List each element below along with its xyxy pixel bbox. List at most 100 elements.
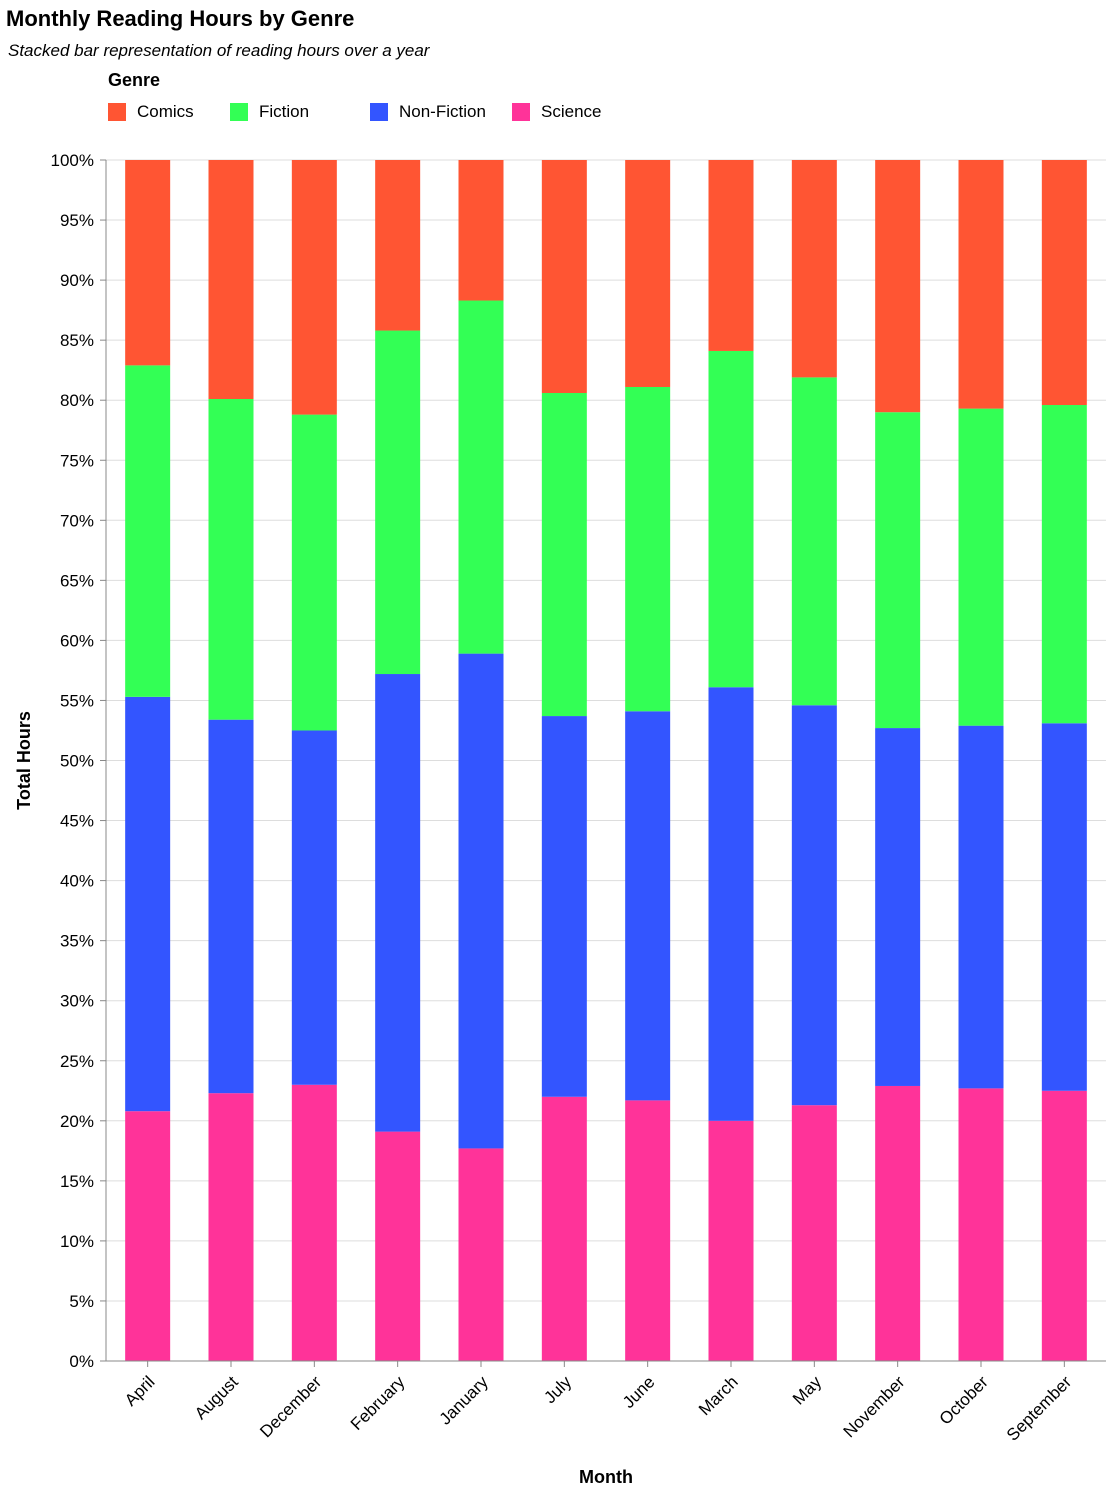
bar-fiction-march (708, 350, 754, 688)
legend-title: Genre (108, 70, 161, 90)
y-tick-label: 25% (60, 1052, 94, 1071)
bar-science-november (875, 1085, 921, 1361)
x-tick-label: March (695, 1372, 742, 1419)
legend: Comics Fiction Non-Fiction Science (108, 102, 601, 122)
legend-item-non-fiction: Non-Fiction (370, 102, 512, 122)
bar-non-fiction-february (375, 674, 421, 1132)
bar-fiction-june (625, 386, 671, 712)
bar-fiction-november (875, 412, 921, 729)
y-tick-label: 50% (60, 752, 94, 771)
legend-label: Fiction (259, 102, 310, 121)
x-tick-label: February (347, 1372, 409, 1434)
bar-comics-november (875, 160, 921, 413)
x-tick-label: June (619, 1372, 659, 1412)
bar-fiction-january (458, 300, 504, 654)
y-tick-label: 75% (60, 451, 94, 470)
x-tick-label: August (191, 1372, 242, 1423)
bar-comics-january (458, 160, 504, 301)
bar-fiction-december (291, 414, 337, 731)
bar-comics-february (375, 160, 421, 331)
y-tick-label: 15% (60, 1172, 94, 1191)
bar-science-december (291, 1084, 337, 1361)
bar-non-fiction-august (208, 719, 254, 1094)
bar-comics-december (291, 160, 337, 415)
bar-science-january (458, 1148, 504, 1361)
bar-fiction-october (958, 408, 1004, 726)
legend-label: Comics (137, 102, 194, 121)
bar-science-august (208, 1093, 254, 1361)
bar-comics-september (1041, 160, 1087, 406)
legend-swatch (230, 103, 248, 121)
y-tick-label: 65% (60, 571, 94, 590)
bar-fiction-september (1041, 405, 1087, 724)
bar-non-fiction-december (291, 730, 337, 1085)
y-axis-title: Total Hours (14, 711, 34, 810)
chart-subtitle: Stacked bar representation of reading ho… (8, 41, 430, 60)
y-tick-label: 35% (60, 932, 94, 951)
bar-science-march (708, 1120, 754, 1361)
x-tick-label: May (789, 1372, 825, 1408)
y-tick-label: 40% (60, 872, 94, 891)
y-tick-label: 95% (60, 211, 94, 230)
x-tick-label: October (936, 1372, 992, 1428)
legend-item-fiction: Fiction (230, 102, 370, 122)
bar-fiction-july (541, 392, 587, 717)
x-tick-label: April (121, 1372, 158, 1409)
y-tick-label: 80% (60, 391, 94, 410)
legend-item-comics: Comics (108, 102, 230, 122)
y-tick-label: 55% (60, 691, 94, 710)
chart-title: Monthly Reading Hours by Genre (6, 6, 355, 31)
y-tick-label: 85% (60, 331, 94, 350)
bar-comics-march (708, 160, 754, 351)
bar-science-september (1041, 1090, 1087, 1361)
bar-fiction-february (375, 330, 421, 675)
x-tick-label: December (256, 1372, 325, 1441)
bar-non-fiction-january (458, 653, 504, 1149)
x-tick-label: January (436, 1372, 493, 1429)
bar-non-fiction-march (708, 687, 754, 1121)
bar-science-may (791, 1105, 837, 1361)
bar-comics-august (208, 160, 254, 399)
legend-item-science: Science (512, 102, 601, 122)
bar-comics-june (625, 160, 671, 387)
x-axis-title: Month (579, 1467, 633, 1487)
bar-non-fiction-june (625, 711, 671, 1101)
bar-fiction-may (791, 377, 837, 706)
y-tick-label: 5% (69, 1292, 94, 1311)
y-tick-label: 20% (60, 1112, 94, 1131)
bar-non-fiction-may (791, 705, 837, 1106)
bar-comics-may (791, 160, 837, 378)
legend-swatch (108, 103, 126, 121)
x-tick-label: September (1003, 1372, 1075, 1444)
legend-label: Non-Fiction (399, 102, 486, 121)
legend-label: Science (541, 102, 602, 121)
y-tick-label: 60% (60, 631, 94, 650)
y-tick-label: 70% (60, 511, 94, 530)
y-tick-label: 100% (51, 151, 94, 170)
bar-science-june (625, 1100, 671, 1361)
y-tick-label: 90% (60, 271, 94, 290)
bar-science-april (125, 1111, 171, 1361)
bar-non-fiction-april (125, 696, 171, 1112)
bar-fiction-april (125, 365, 171, 697)
y-tick-label: 0% (69, 1352, 94, 1371)
x-tick-label: July (540, 1372, 575, 1407)
y-tick-label: 45% (60, 812, 94, 831)
bar-science-october (958, 1088, 1004, 1361)
x-tick-label: November (840, 1372, 909, 1441)
legend-swatch (512, 103, 530, 121)
bar-non-fiction-july (541, 716, 587, 1097)
bar-science-february (375, 1131, 421, 1361)
y-tick-label: 30% (60, 992, 94, 1011)
bar-science-july (541, 1096, 587, 1361)
bar-comics-october (958, 160, 1004, 409)
bar-comics-july (541, 160, 587, 393)
bar-non-fiction-september (1041, 723, 1087, 1091)
bar-comics-april (125, 160, 171, 366)
y-tick-label: 10% (60, 1232, 94, 1251)
bar-fiction-august (208, 398, 254, 720)
bar-non-fiction-october (958, 725, 1004, 1089)
legend-swatch (370, 103, 388, 121)
bar-non-fiction-november (875, 728, 921, 1086)
